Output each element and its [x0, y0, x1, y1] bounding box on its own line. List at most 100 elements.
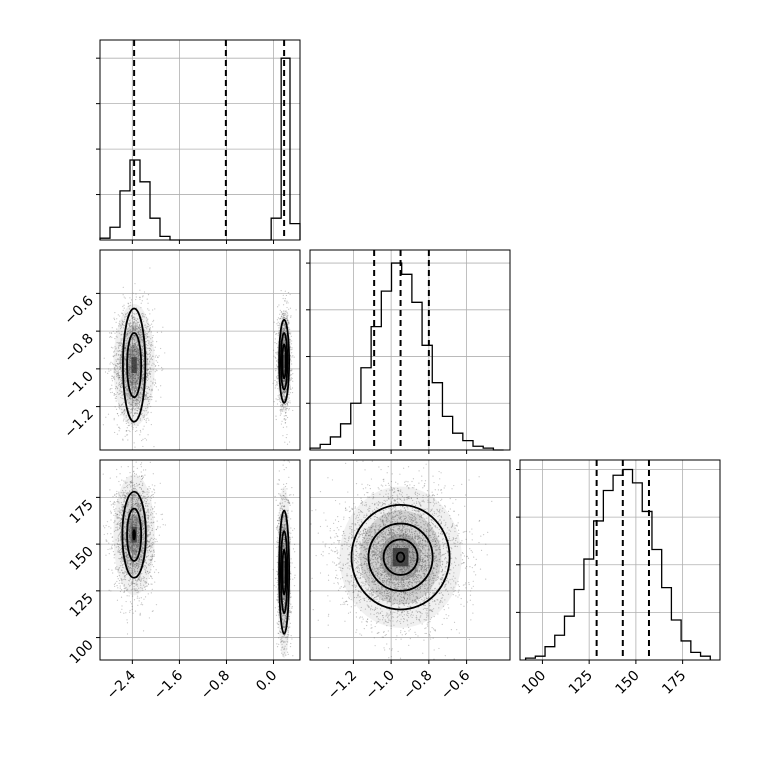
scatter-point: [124, 351, 125, 352]
scatter-point: [116, 318, 117, 319]
scatter-point: [123, 398, 124, 399]
scatter-point: [136, 342, 137, 343]
scatter-point: [136, 406, 137, 407]
scatter-point: [140, 577, 141, 578]
scatter-point: [128, 430, 129, 431]
scatter-point: [286, 426, 287, 427]
scatter-point: [105, 371, 106, 372]
scatter-point: [112, 572, 113, 573]
scatter-point: [144, 438, 145, 439]
scatter-point: [123, 567, 124, 568]
scatter-point: [120, 536, 121, 537]
scatter-point: [114, 418, 115, 419]
scatter-point: [137, 410, 138, 411]
scatter-point: [285, 311, 286, 312]
scatter-point: [118, 403, 119, 404]
scatter-point: [147, 303, 148, 304]
scatter-point: [149, 267, 150, 268]
scatter-point: [285, 298, 286, 299]
scatter-point: [152, 383, 153, 384]
scatter-point: [125, 314, 126, 315]
scatter-point: [286, 434, 287, 435]
scatter-point: [129, 325, 130, 326]
scatter-point: [283, 391, 284, 392]
scatter-point: [135, 408, 136, 409]
scatter-point: [134, 486, 135, 487]
scatter-point: [283, 295, 284, 296]
scatter-point: [134, 599, 135, 600]
scatter-point: [153, 566, 154, 567]
scatter-point: [111, 570, 112, 571]
scatter-point: [272, 383, 273, 384]
scatter-point: [131, 423, 132, 424]
scatter-point: [140, 613, 141, 614]
scatter-point: [124, 380, 125, 381]
scatter-point: [156, 360, 157, 361]
scatter-point: [125, 378, 126, 379]
scatter-point: [145, 314, 146, 315]
scatter-point: [129, 354, 130, 355]
scatter-point: [274, 322, 275, 323]
scatter-point: [115, 394, 116, 395]
scatter-point: [140, 329, 141, 330]
scatter-point: [113, 364, 114, 365]
scatter-point: [137, 425, 138, 426]
scatter-point: [109, 489, 110, 490]
scatter-point: [114, 395, 115, 396]
scatter-point: [122, 323, 123, 324]
scatter-point: [151, 538, 152, 539]
scatter-point: [129, 349, 130, 350]
scatter-point: [136, 313, 137, 314]
scatter-point: [278, 325, 279, 326]
scatter-point: [143, 521, 144, 522]
scatter-point: [134, 413, 135, 414]
scatter-point: [127, 338, 128, 339]
scatter-point: [281, 312, 282, 313]
scatter-point: [117, 518, 118, 519]
scatter-point: [154, 554, 155, 555]
scatter-point: [115, 502, 116, 503]
scatter-point: [294, 357, 295, 358]
scatter-point: [120, 389, 121, 390]
scatter-point: [126, 482, 127, 483]
scatter-point: [133, 406, 134, 407]
scatter-point: [154, 506, 155, 507]
scatter-point: [134, 283, 135, 284]
scatter-point: [139, 557, 140, 558]
scatter-point: [152, 558, 153, 559]
scatter-point: [124, 411, 125, 412]
scatter-point: [142, 350, 143, 351]
scatter-point: [155, 539, 156, 540]
scatter-point: [164, 352, 165, 353]
scatter-point: [147, 412, 148, 413]
scatter-point: [121, 334, 122, 335]
scatter-point: [151, 396, 152, 397]
scatter-point: [146, 439, 147, 440]
scatter-point: [125, 387, 126, 388]
scatter-point: [279, 330, 280, 331]
scatter-point: [126, 493, 127, 494]
scatter-point: [137, 598, 138, 599]
scatter-point: [131, 582, 132, 583]
scatter-point: [140, 330, 141, 331]
scatter-point: [136, 325, 137, 326]
scatter-point: [119, 527, 120, 528]
scatter-point: [119, 362, 120, 363]
scatter-point: [288, 309, 289, 310]
scatter-point: [125, 516, 126, 517]
scatter-point: [106, 525, 107, 526]
scatter-point: [118, 385, 119, 386]
scatter-point: [118, 378, 119, 379]
scatter-point: [129, 528, 130, 529]
scatter-point: [123, 414, 124, 415]
scatter-point: [128, 323, 129, 324]
scatter-point: [138, 327, 139, 328]
scatter-point: [120, 338, 121, 339]
scatter-point: [133, 347, 134, 348]
scatter-point: [142, 365, 143, 366]
scatter-point: [146, 562, 147, 563]
scatter-point: [283, 408, 284, 409]
scatter-point: [146, 457, 147, 458]
scatter-point: [119, 508, 120, 509]
